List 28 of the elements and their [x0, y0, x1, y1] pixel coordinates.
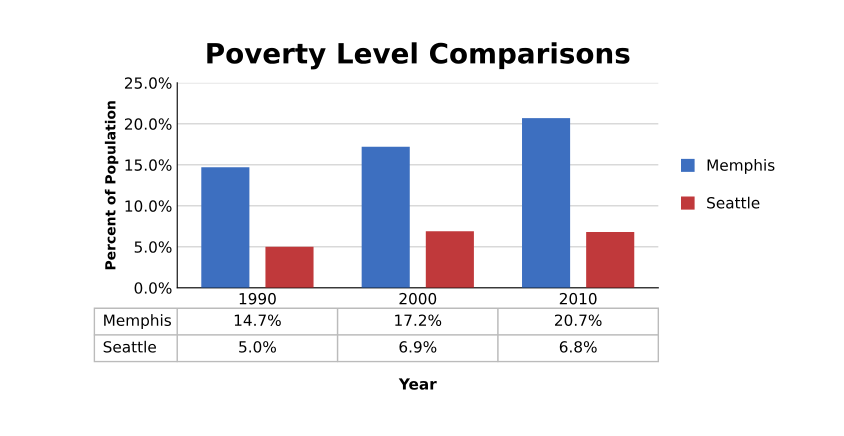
data-label: 17.2% — [395, 314, 442, 326]
data-label: 6.8% — [560, 341, 597, 353]
bar — [265, 246, 314, 288]
x-axis-title: Year — [398, 378, 437, 390]
chart-title: Poverty Level Comparisons — [207, 42, 630, 70]
y-tick-label: 0.0% — [134, 282, 172, 294]
x-tick-label: 2000 — [399, 292, 436, 304]
data-label: 14.7% — [234, 314, 281, 326]
y-tick-label: 25.0% — [124, 77, 172, 89]
x-tick-label: 2010 — [560, 292, 597, 304]
bar — [522, 118, 570, 288]
y-tick-label: 10.0% — [126, 200, 172, 212]
y-axis-title: Percent of Population — [104, 101, 118, 270]
bar — [586, 232, 634, 288]
data-label: 20.7% — [554, 314, 602, 326]
bar — [426, 231, 474, 288]
text: Memphis — [104, 314, 171, 329]
data-label: 5.0% — [239, 341, 276, 353]
y-tick-label: 20.0% — [124, 118, 172, 130]
bar — [201, 167, 250, 288]
legend-label: Seattle — [707, 196, 760, 209]
bar — [362, 146, 410, 288]
x-tick-label: 1990 — [240, 292, 276, 304]
legend-label: Memphis — [708, 159, 774, 174]
y-tick-label: 5.0% — [134, 241, 172, 253]
y-tick-label: 15.0% — [126, 159, 172, 171]
data-label: 6.9% — [399, 341, 436, 353]
text: Seattle — [104, 340, 156, 353]
